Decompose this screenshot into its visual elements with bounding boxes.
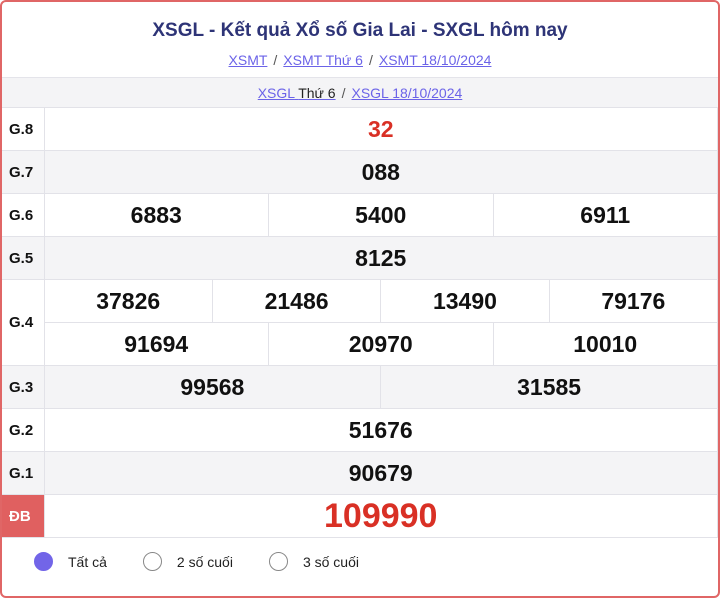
prize-label: G.2 [2, 408, 45, 452]
jackpot-number: 109990 [43, 494, 718, 538]
row-g4-b: 91694 20970 10010 [2, 322, 718, 366]
prize-number: 8125 [43, 236, 718, 280]
row-db: ĐB 109990 [2, 494, 718, 538]
prize-number: 10010 [492, 322, 718, 366]
radio-empty-icon[interactable] [268, 552, 288, 571]
row-g8: G.8 32 [2, 107, 718, 151]
filter-radio-group: Tất cả 2 số cuối 3 số cuối [34, 552, 395, 571]
breadcrumb-xsmt-date[interactable]: XSMT 18/10/2024 [378, 52, 492, 68]
row-g3: G.3 99568 31585 [2, 365, 718, 409]
prize-label: G.7 [2, 150, 45, 194]
sub-header: XSGL Thứ 6/XSGL 18/10/2024 [2, 77, 718, 108]
prize-number: 088 [43, 150, 718, 194]
prize-label: G.8 [2, 107, 45, 151]
prize-number: 32 [43, 107, 718, 151]
prize-number: 6883 [43, 193, 269, 237]
radio-empty-icon[interactable] [142, 552, 162, 571]
prize-number: 20970 [268, 322, 494, 366]
breadcrumb: XSMT / XSMT Thứ 6/XSMT 18/10/2024 [228, 52, 492, 68]
xsgl-thu6-link[interactable]: XSGL Thứ 6 [257, 85, 336, 101]
prize-number: 91694 [43, 322, 269, 366]
radio-last-2[interactable]: 2 số cuối [142, 552, 233, 571]
prize-label: G.5 [2, 236, 45, 280]
prize-label: G.6 [2, 193, 45, 237]
prize-number: 51676 [43, 408, 718, 452]
results-table: G.8 32 G.7 088 G.6 6883 5400 6911 G.5 8125 G.4… [2, 107, 718, 538]
prize-label: G.3 [2, 365, 45, 409]
prize-number: 21486 [211, 279, 382, 323]
prize-number: 13490 [380, 279, 550, 323]
prize-number: 6911 [492, 193, 718, 237]
radio-selected-icon[interactable] [34, 552, 53, 571]
prize-number: 90679 [43, 451, 718, 495]
row-g4: G.4 37826 21486 13490 79176 [2, 279, 718, 366]
xsgl-date-link[interactable]: XSGL 18/10/2024 [351, 85, 463, 101]
radio-last-3[interactable]: 3 số cuối [268, 552, 359, 571]
breadcrumb-xsmt[interactable]: XSMT [228, 52, 268, 68]
prize-number: 5400 [268, 193, 494, 237]
prize-label: G.1 [2, 451, 45, 495]
prize-number: 99568 [43, 365, 382, 409]
page-title: XSGL - Kết quả Xổ số Gia Lai - SXGL hôm … [152, 20, 568, 41]
prize-label: G.4 [2, 279, 45, 366]
row-g7: G.7 088 [2, 150, 718, 194]
row-g5: G.5 8125 [2, 236, 718, 280]
row-g2: G.2 51676 [2, 408, 718, 452]
prize-label: ĐB [2, 494, 45, 538]
row-g1: G.1 90679 [2, 451, 718, 495]
prize-number: 31585 [380, 365, 718, 409]
prize-number: 37826 [43, 279, 213, 323]
breadcrumb-xsmt-thu6[interactable]: XSMT Thứ 6 [283, 52, 363, 68]
radio-all[interactable]: Tất cả [34, 552, 107, 571]
prize-number: 79176 [548, 279, 718, 323]
row-g6: G.6 6883 5400 6911 [2, 193, 718, 237]
